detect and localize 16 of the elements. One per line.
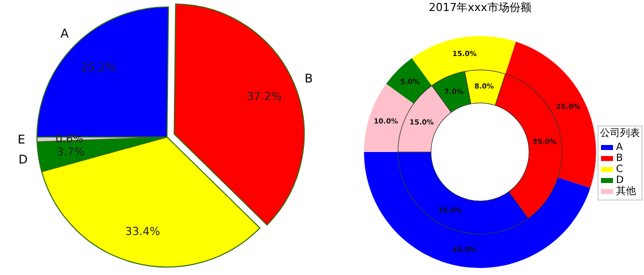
data-label: 33.4%: [125, 224, 160, 238]
legend-label: B: [616, 153, 623, 164]
slice-label: B: [304, 71, 313, 86]
legend-label: D: [616, 175, 624, 186]
data-label: 37.2%: [246, 90, 282, 104]
legend-label: C: [616, 164, 623, 175]
slice-label: D: [18, 152, 28, 166]
legend-label: A: [616, 142, 623, 153]
data-label: 25.2%: [80, 61, 116, 74]
legend-label: 其他: [616, 185, 636, 197]
legend-title: 公司列表: [600, 127, 640, 139]
chart-title: 2017年xxx市场份额: [428, 1, 532, 14]
data-label: 0.6%: [56, 132, 84, 146]
slice-label: E: [18, 132, 26, 147]
data-label: 3.7%: [56, 145, 85, 158]
slice-label: A: [60, 26, 70, 40]
